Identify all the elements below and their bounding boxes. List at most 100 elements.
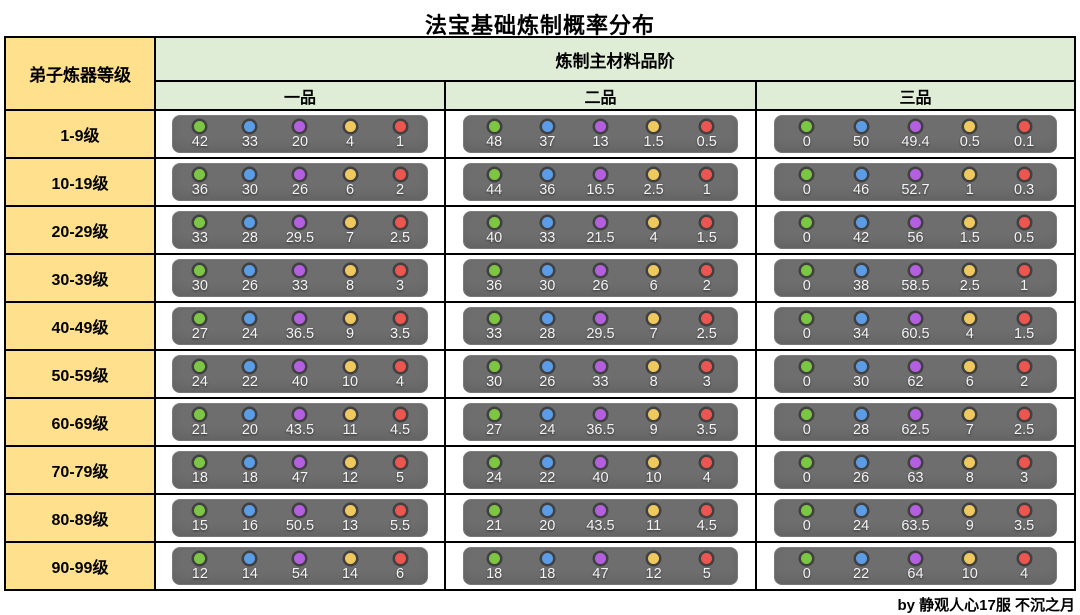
probability-value: 24 <box>539 421 556 438</box>
probability-value: 15 <box>191 517 208 534</box>
probability-value: 1.5 <box>696 229 717 246</box>
quality-entry: 50.5 <box>278 503 322 534</box>
purple-dot-icon <box>594 120 606 132</box>
quality-entry: 1.5 <box>948 215 992 246</box>
probability-value: 16 <box>241 517 258 534</box>
quality-entry: 24 <box>839 503 883 534</box>
probability-value: 26 <box>592 277 609 294</box>
quality-entry: 8 <box>632 359 676 390</box>
green-dot-icon <box>194 216 206 228</box>
green-dot-icon <box>801 168 813 180</box>
quality-entry: 36.5 <box>578 407 622 438</box>
quality-entry: 12 <box>178 551 222 582</box>
quality-entry: 6 <box>378 551 422 582</box>
probability-cell: 24 22 40 10 4 <box>153 349 446 399</box>
probability-value: 6 <box>396 565 405 582</box>
blue-dot-icon <box>855 120 867 132</box>
quality-entry: 43.5 <box>578 503 622 534</box>
green-dot-icon <box>801 504 813 516</box>
probability-value: 8 <box>649 373 658 390</box>
probability-value: 13 <box>341 517 359 534</box>
purple-dot-icon <box>909 360 921 372</box>
probability-value: 42 <box>853 229 870 246</box>
table-row: 60-69级 21 20 43.5 11 4.5 27 24 36.5 9 3.5 0 28 62.5 7 2… <box>3 397 1077 447</box>
probability-value: 5 <box>702 565 711 582</box>
green-dot-icon <box>488 504 500 516</box>
probability-panel: 48 37 13 1.5 0.5 <box>462 115 738 153</box>
quality-entry: 9 <box>948 503 992 534</box>
table-row: 80-89级 15 16 50.5 13 5.5 21 20 43.5 11 4.5 0 24 63.5 9… <box>3 493 1077 543</box>
red-dot-icon <box>701 120 713 132</box>
probability-value: 14 <box>241 565 258 582</box>
probability-value: 3 <box>702 373 711 390</box>
probability-cell: 42 33 20 4 1 <box>153 109 446 159</box>
quality-entry: 36 <box>525 167 569 198</box>
probability-value: 33 <box>539 229 556 246</box>
blue-dot-icon <box>855 408 867 420</box>
probability-value: 63.5 <box>901 517 930 534</box>
row-label: 30-39级 <box>3 253 156 303</box>
red-dot-icon <box>394 360 406 372</box>
probability-cell: 0 46 52.7 1 0.3 <box>754 157 1077 207</box>
purple-dot-icon <box>294 264 306 276</box>
row-label: 1-9级 <box>3 109 156 159</box>
purple-dot-icon <box>294 360 306 372</box>
yellow-dot-icon <box>344 216 356 228</box>
row-label: 10-19级 <box>3 157 156 207</box>
header-disciple-level: 弟子炼器等级 <box>3 36 156 111</box>
probability-panel: 44 36 16.5 2.5 1 <box>462 163 738 201</box>
quality-entry: 0.5 <box>1002 215 1046 246</box>
green-dot-icon <box>488 456 500 468</box>
quality-entry: 0 <box>785 359 829 390</box>
yellow-dot-icon <box>648 120 660 132</box>
probability-value: 24 <box>486 469 503 486</box>
probability-value: 21 <box>191 421 208 438</box>
red-dot-icon <box>701 456 713 468</box>
quality-entry: 0 <box>785 167 829 198</box>
probability-value: 46 <box>853 181 870 198</box>
quality-entry: 0 <box>785 503 829 534</box>
quality-entry: 26 <box>578 263 622 294</box>
blue-dot-icon <box>855 552 867 564</box>
quality-entry: 26 <box>839 455 883 486</box>
probability-cell: 0 38 58.5 2.5 1 <box>754 253 1077 303</box>
probability-cell: 33 28 29.5 7 2.5 <box>153 205 446 255</box>
header-row-group: 弟子炼器等级 炼制主材料品阶 <box>3 36 1077 111</box>
probability-panel: 30 26 33 8 3 <box>462 355 738 393</box>
blue-dot-icon <box>541 456 553 468</box>
red-dot-icon <box>394 456 406 468</box>
probability-value: 29.5 <box>285 229 315 246</box>
probability-value: 7 <box>965 421 974 438</box>
probability-value: 34 <box>853 325 870 342</box>
quality-entry: 18 <box>525 551 569 582</box>
probability-cell: 44 36 16.5 2.5 1 <box>443 157 757 207</box>
red-dot-icon <box>1018 504 1030 516</box>
probability-value: 33 <box>191 229 208 246</box>
quality-entry: 4 <box>1002 551 1046 582</box>
quality-entry: 6 <box>328 167 372 198</box>
quality-entry: 0 <box>785 311 829 342</box>
quality-entry: 1 <box>685 167 729 198</box>
probability-value: 10 <box>645 469 662 486</box>
probability-value: 3 <box>396 277 405 294</box>
probability-value: 30 <box>241 181 258 198</box>
red-dot-icon <box>394 312 406 324</box>
quality-entry: 20 <box>278 119 322 150</box>
row-label: 80-89级 <box>3 493 156 543</box>
yellow-dot-icon <box>964 216 976 228</box>
probability-value: 22 <box>539 469 556 486</box>
probability-value: 26 <box>539 373 556 390</box>
green-dot-icon <box>194 168 206 180</box>
quality-entry: 1 <box>948 167 992 198</box>
probability-panel: 0 28 62.5 7 2.5 <box>774 403 1057 441</box>
quality-entry: 40 <box>472 215 516 246</box>
probability-value: 36 <box>191 181 208 198</box>
probability-value: 21 <box>486 517 503 534</box>
probability-value: 4 <box>1020 565 1029 582</box>
probability-value: 29.5 <box>586 325 615 342</box>
probability-value: 28 <box>539 325 556 342</box>
quality-entry: 2 <box>685 263 729 294</box>
probability-value: 2.5 <box>1014 421 1035 438</box>
probability-panel: 33 28 29.5 7 2.5 <box>171 211 429 249</box>
red-dot-icon <box>701 168 713 180</box>
